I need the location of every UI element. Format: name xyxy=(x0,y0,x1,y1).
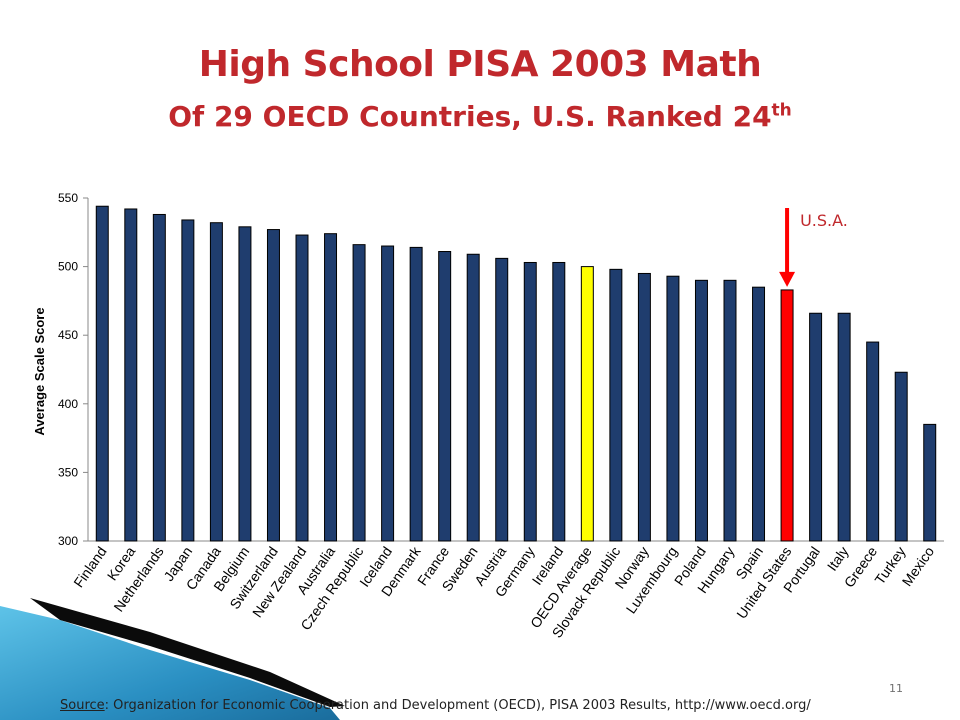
bar-spain xyxy=(752,286,766,542)
source-citation: Source: Organization for Economic Cooper… xyxy=(60,698,811,713)
bar-sweden xyxy=(466,253,480,542)
usa-arrow-head xyxy=(779,271,796,287)
y-tick-label: 400 xyxy=(58,397,78,411)
y-axis-title: Average Scale Score xyxy=(32,307,47,435)
bar-austria xyxy=(495,257,509,542)
bar-greece xyxy=(866,341,880,542)
y-tick-label: 500 xyxy=(58,260,78,274)
bar-portugal xyxy=(809,312,823,542)
x-tick-labels: FinlandKoreaNetherlandsJapanCanadaBelgiu… xyxy=(70,543,937,641)
y-tick-label: 300 xyxy=(58,534,78,548)
chart-annotation: U.S.A. xyxy=(779,208,848,287)
bar-oecd-average xyxy=(580,266,594,542)
usa-annotation-label: U.S.A. xyxy=(800,211,848,230)
source-text: : Organization for Economic Cooperation … xyxy=(104,698,811,713)
bar-norway xyxy=(637,272,651,542)
y-tick-label: 450 xyxy=(58,328,78,342)
slide-subtitle: Of 29 OECD Countries, U.S. Ranked 24th xyxy=(0,100,960,133)
bar-turkey xyxy=(894,371,908,542)
bar-netherlands xyxy=(152,213,166,542)
bar-mexico xyxy=(923,423,937,542)
y-tick-label: 350 xyxy=(58,465,78,479)
bar-belgium xyxy=(238,226,252,542)
slide-title: High School PISA 2003 Math xyxy=(198,44,762,85)
bar-united-states xyxy=(780,289,794,542)
bar-iceland xyxy=(381,245,395,542)
page-number: 11 xyxy=(889,682,903,695)
y-tick-label: 550 xyxy=(58,191,78,205)
bar-japan xyxy=(181,219,195,542)
x-tick-label: Finland xyxy=(70,544,109,591)
bar-luxembourg xyxy=(666,275,680,542)
bar-germany xyxy=(523,261,537,542)
bar-switzerland xyxy=(266,229,280,542)
bar-canada xyxy=(209,222,223,542)
chart-bars xyxy=(95,205,937,542)
subtitle-text: Of 29 OECD Countries, U.S. Ranked 24 xyxy=(168,100,772,133)
bar-denmark xyxy=(409,246,423,542)
x-tick-label: Italy xyxy=(824,544,852,574)
bar-ireland xyxy=(552,261,566,542)
bar-hungary xyxy=(723,279,737,542)
bar-slovack-republic xyxy=(609,268,623,542)
bar-new-zealand xyxy=(295,234,309,542)
source-label: Source xyxy=(60,698,105,713)
bar-korea xyxy=(124,208,138,542)
bar-italy xyxy=(837,312,851,542)
chart-axes: 300 350 400 450 500 550 Average Scale Score xyxy=(32,191,944,548)
bar-australia xyxy=(324,233,338,542)
bar-czech-republic xyxy=(352,244,366,542)
bar-france xyxy=(438,251,452,542)
bar-finland xyxy=(95,205,109,542)
bar-poland xyxy=(694,279,708,542)
subtitle-superscript: th xyxy=(771,100,792,121)
